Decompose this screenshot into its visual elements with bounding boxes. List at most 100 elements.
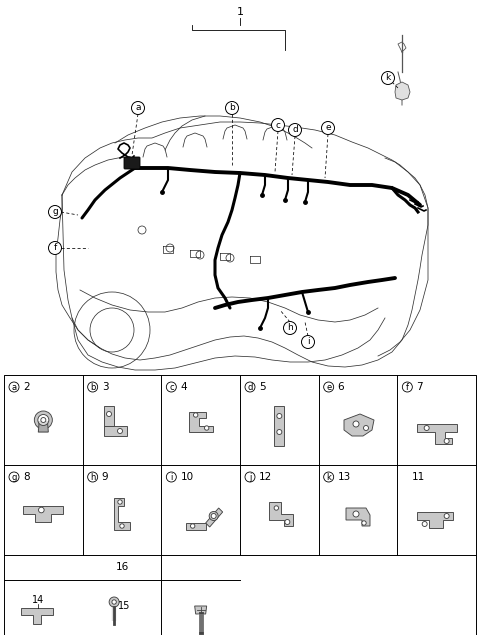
Circle shape — [322, 121, 335, 135]
Polygon shape — [269, 502, 293, 526]
Circle shape — [444, 439, 449, 443]
Circle shape — [324, 472, 334, 482]
Text: d: d — [292, 126, 298, 135]
Text: 15: 15 — [118, 601, 131, 611]
FancyBboxPatch shape — [124, 157, 140, 169]
Circle shape — [422, 521, 427, 526]
Circle shape — [301, 335, 314, 349]
Text: 9: 9 — [102, 472, 108, 482]
Text: k: k — [385, 74, 391, 83]
Polygon shape — [417, 424, 456, 444]
Text: b: b — [90, 382, 96, 392]
Polygon shape — [186, 523, 205, 530]
Text: g: g — [12, 472, 17, 481]
Circle shape — [274, 506, 278, 510]
Circle shape — [245, 472, 255, 482]
Circle shape — [88, 472, 97, 482]
Text: k: k — [326, 472, 331, 481]
Polygon shape — [114, 498, 130, 530]
Text: 8: 8 — [23, 472, 30, 482]
Text: a: a — [12, 382, 17, 392]
Text: 5: 5 — [259, 382, 265, 392]
Circle shape — [353, 511, 359, 517]
Text: d: d — [247, 382, 252, 392]
Circle shape — [9, 382, 19, 392]
Circle shape — [48, 241, 61, 255]
Text: 7: 7 — [416, 382, 423, 392]
Circle shape — [118, 500, 122, 504]
Circle shape — [288, 123, 301, 137]
Circle shape — [109, 597, 119, 607]
Polygon shape — [346, 508, 370, 526]
Text: 3: 3 — [102, 382, 108, 392]
Text: h: h — [90, 472, 96, 481]
Text: 2: 2 — [23, 382, 30, 392]
Circle shape — [272, 119, 285, 131]
Text: 16: 16 — [115, 562, 129, 572]
Circle shape — [245, 382, 255, 392]
Text: g: g — [52, 208, 58, 217]
Text: f: f — [53, 243, 57, 253]
Circle shape — [284, 321, 297, 335]
Circle shape — [277, 429, 282, 434]
Text: c: c — [276, 121, 280, 130]
Text: 4: 4 — [180, 382, 187, 392]
Circle shape — [9, 472, 19, 482]
Circle shape — [132, 102, 144, 114]
Polygon shape — [38, 420, 48, 432]
Text: 13: 13 — [337, 472, 351, 482]
Circle shape — [191, 524, 195, 528]
Polygon shape — [24, 506, 63, 522]
Text: 6: 6 — [337, 382, 344, 392]
Polygon shape — [21, 608, 53, 624]
Polygon shape — [195, 606, 207, 614]
Circle shape — [35, 411, 52, 429]
Text: 11: 11 — [411, 472, 425, 482]
Circle shape — [362, 521, 366, 525]
Circle shape — [444, 514, 449, 519]
Circle shape — [424, 425, 429, 431]
Text: e: e — [326, 382, 331, 392]
Circle shape — [363, 425, 369, 431]
Text: e: e — [325, 123, 331, 133]
Circle shape — [167, 472, 176, 482]
Circle shape — [402, 382, 412, 392]
Circle shape — [209, 512, 218, 521]
Text: 12: 12 — [259, 472, 272, 482]
Circle shape — [277, 413, 282, 418]
Text: 1: 1 — [237, 7, 243, 17]
Circle shape — [38, 507, 44, 513]
Polygon shape — [104, 426, 127, 436]
Circle shape — [38, 415, 49, 425]
Circle shape — [41, 417, 46, 422]
Text: a: a — [135, 104, 141, 112]
Text: i: i — [170, 472, 172, 481]
Text: h: h — [287, 323, 293, 333]
Text: j: j — [249, 472, 251, 481]
Text: b: b — [229, 104, 235, 112]
Circle shape — [285, 519, 290, 525]
Circle shape — [324, 382, 334, 392]
Polygon shape — [275, 406, 284, 446]
Circle shape — [204, 426, 209, 430]
Polygon shape — [189, 412, 213, 432]
Circle shape — [167, 382, 176, 392]
Circle shape — [193, 413, 198, 417]
Circle shape — [211, 514, 216, 519]
Text: c: c — [169, 382, 174, 392]
Circle shape — [118, 429, 122, 434]
Text: i: i — [307, 337, 309, 347]
Text: 14: 14 — [32, 595, 45, 605]
Polygon shape — [395, 82, 410, 100]
Polygon shape — [344, 414, 374, 436]
Circle shape — [120, 524, 124, 528]
Text: 10: 10 — [180, 472, 193, 482]
Polygon shape — [205, 508, 223, 527]
Polygon shape — [417, 512, 453, 528]
Circle shape — [48, 206, 61, 218]
Circle shape — [226, 102, 239, 114]
Circle shape — [107, 411, 111, 417]
Text: f: f — [406, 382, 409, 392]
Circle shape — [353, 421, 359, 427]
Polygon shape — [104, 406, 114, 426]
